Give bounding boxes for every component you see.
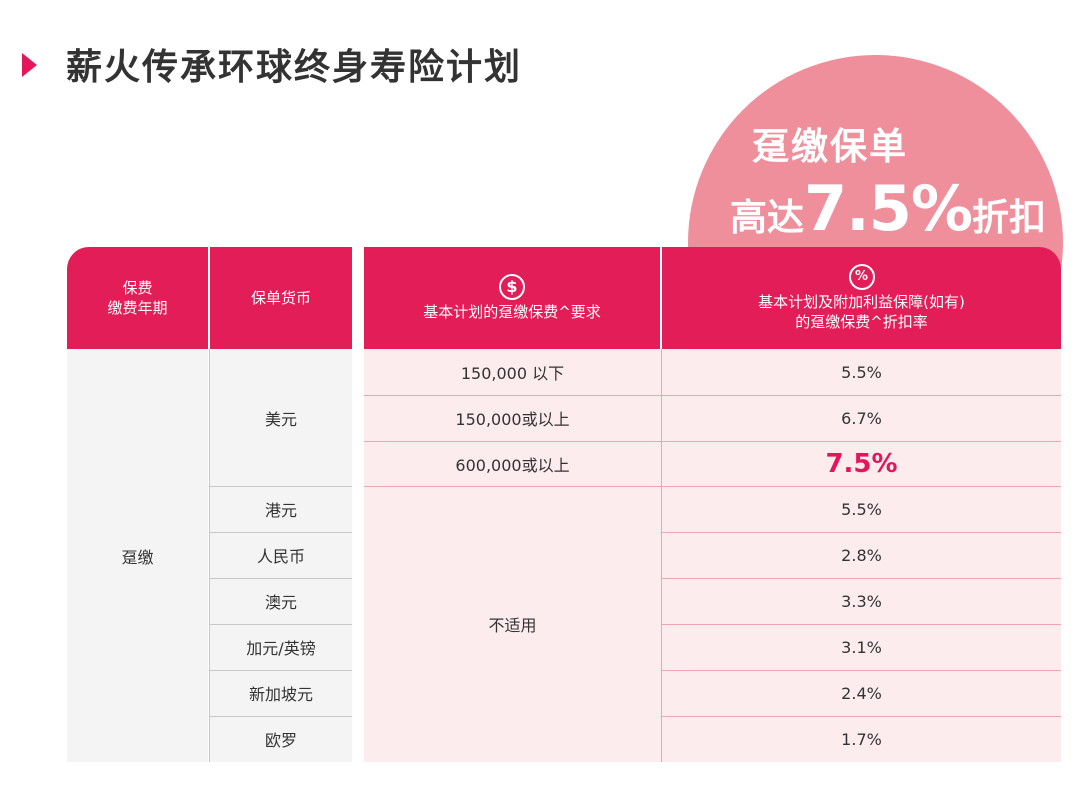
divider bbox=[210, 486, 352, 487]
rate-cell: 5.5% bbox=[841, 362, 882, 382]
currency-cell: 加元/英镑 bbox=[246, 639, 316, 658]
promo-value: 7.5% bbox=[804, 172, 973, 245]
header-payment-term-line2: 缴费年期 bbox=[107, 299, 168, 317]
title-arrow-icon bbox=[22, 53, 37, 77]
header-payment-term: 保费 缴费年期 bbox=[67, 247, 208, 349]
divider bbox=[662, 670, 1061, 671]
header-premium-requirement: $ 基本计划的趸缴保费^要求 bbox=[364, 247, 660, 349]
currency-cell-usd: 美元 bbox=[264, 409, 297, 429]
divider bbox=[210, 716, 352, 717]
divider bbox=[364, 486, 661, 487]
promo-line1: 趸缴保单 bbox=[752, 125, 908, 168]
rate-cell: 2.4% bbox=[841, 683, 882, 703]
currency-cell: 新加坡元 bbox=[248, 685, 313, 704]
divider bbox=[662, 532, 1061, 533]
divider bbox=[209, 349, 210, 762]
currency-cell: 澳元 bbox=[264, 593, 297, 612]
divider bbox=[210, 624, 352, 625]
requirement-cell: 600,000或以上 bbox=[455, 455, 570, 475]
promo-prefix: 高达 bbox=[730, 196, 804, 239]
header-premium-requirement-label: 基本计划的趸缴保费^要求 bbox=[423, 303, 601, 321]
percent-icon: % bbox=[848, 264, 875, 290]
currency-cell: 欧罗 bbox=[264, 731, 297, 750]
rate-cell: 1.7% bbox=[841, 729, 882, 749]
requirement-cell: 150,000 以下 bbox=[460, 364, 565, 383]
requirement-cell: 150,000或以上 bbox=[455, 410, 570, 429]
rate-cell: 6.7% bbox=[841, 408, 882, 428]
header-payment-term-line1: 保费 bbox=[122, 279, 153, 297]
promo-suffix: 折扣 bbox=[971, 196, 1046, 239]
payment-term-column bbox=[67, 349, 208, 762]
pink-body bbox=[364, 349, 1061, 762]
divider bbox=[662, 441, 1061, 442]
rate-cell: 3.1% bbox=[841, 637, 882, 657]
header-discount-rate-line1: 基本计划及附加利益保障(如有) bbox=[758, 293, 965, 311]
promo-line2: 高达7.5%折扣 bbox=[730, 172, 1046, 245]
divider bbox=[662, 486, 1061, 487]
rate-cell: 2.8% bbox=[841, 545, 882, 565]
divider bbox=[210, 578, 352, 579]
divider bbox=[210, 532, 352, 533]
header-discount-rate: % 基本计划及附加利益保障(如有) 的趸缴保费^折扣率 bbox=[662, 247, 1061, 349]
page-title: 薪火传承环球终身寿险计划 bbox=[66, 47, 523, 88]
header-discount-rate-line2: 的趸缴保费^折扣率 bbox=[795, 313, 928, 331]
divider bbox=[661, 349, 662, 762]
requirement-cell-not-applicable: 不适用 bbox=[488, 616, 537, 635]
header-currency: 保单货币 bbox=[210, 247, 352, 349]
divider bbox=[210, 670, 352, 671]
divider bbox=[364, 395, 661, 396]
dollar-icon: $ bbox=[499, 274, 525, 300]
rate-cell: 3.3% bbox=[841, 591, 882, 611]
divider bbox=[662, 578, 1061, 579]
currency-cell: 港元 bbox=[264, 501, 297, 520]
rate-cell-highlight: 7.5% bbox=[825, 448, 898, 479]
divider bbox=[662, 395, 1061, 396]
rate-cell: 5.5% bbox=[841, 499, 882, 519]
divider bbox=[662, 716, 1061, 717]
header-currency-label: 保单货币 bbox=[250, 289, 311, 307]
divider bbox=[364, 441, 661, 442]
currency-cell: 人民币 bbox=[256, 547, 305, 566]
currency-column bbox=[210, 349, 352, 762]
payment-term-cell: 趸缴 bbox=[121, 547, 154, 567]
divider bbox=[662, 624, 1061, 625]
